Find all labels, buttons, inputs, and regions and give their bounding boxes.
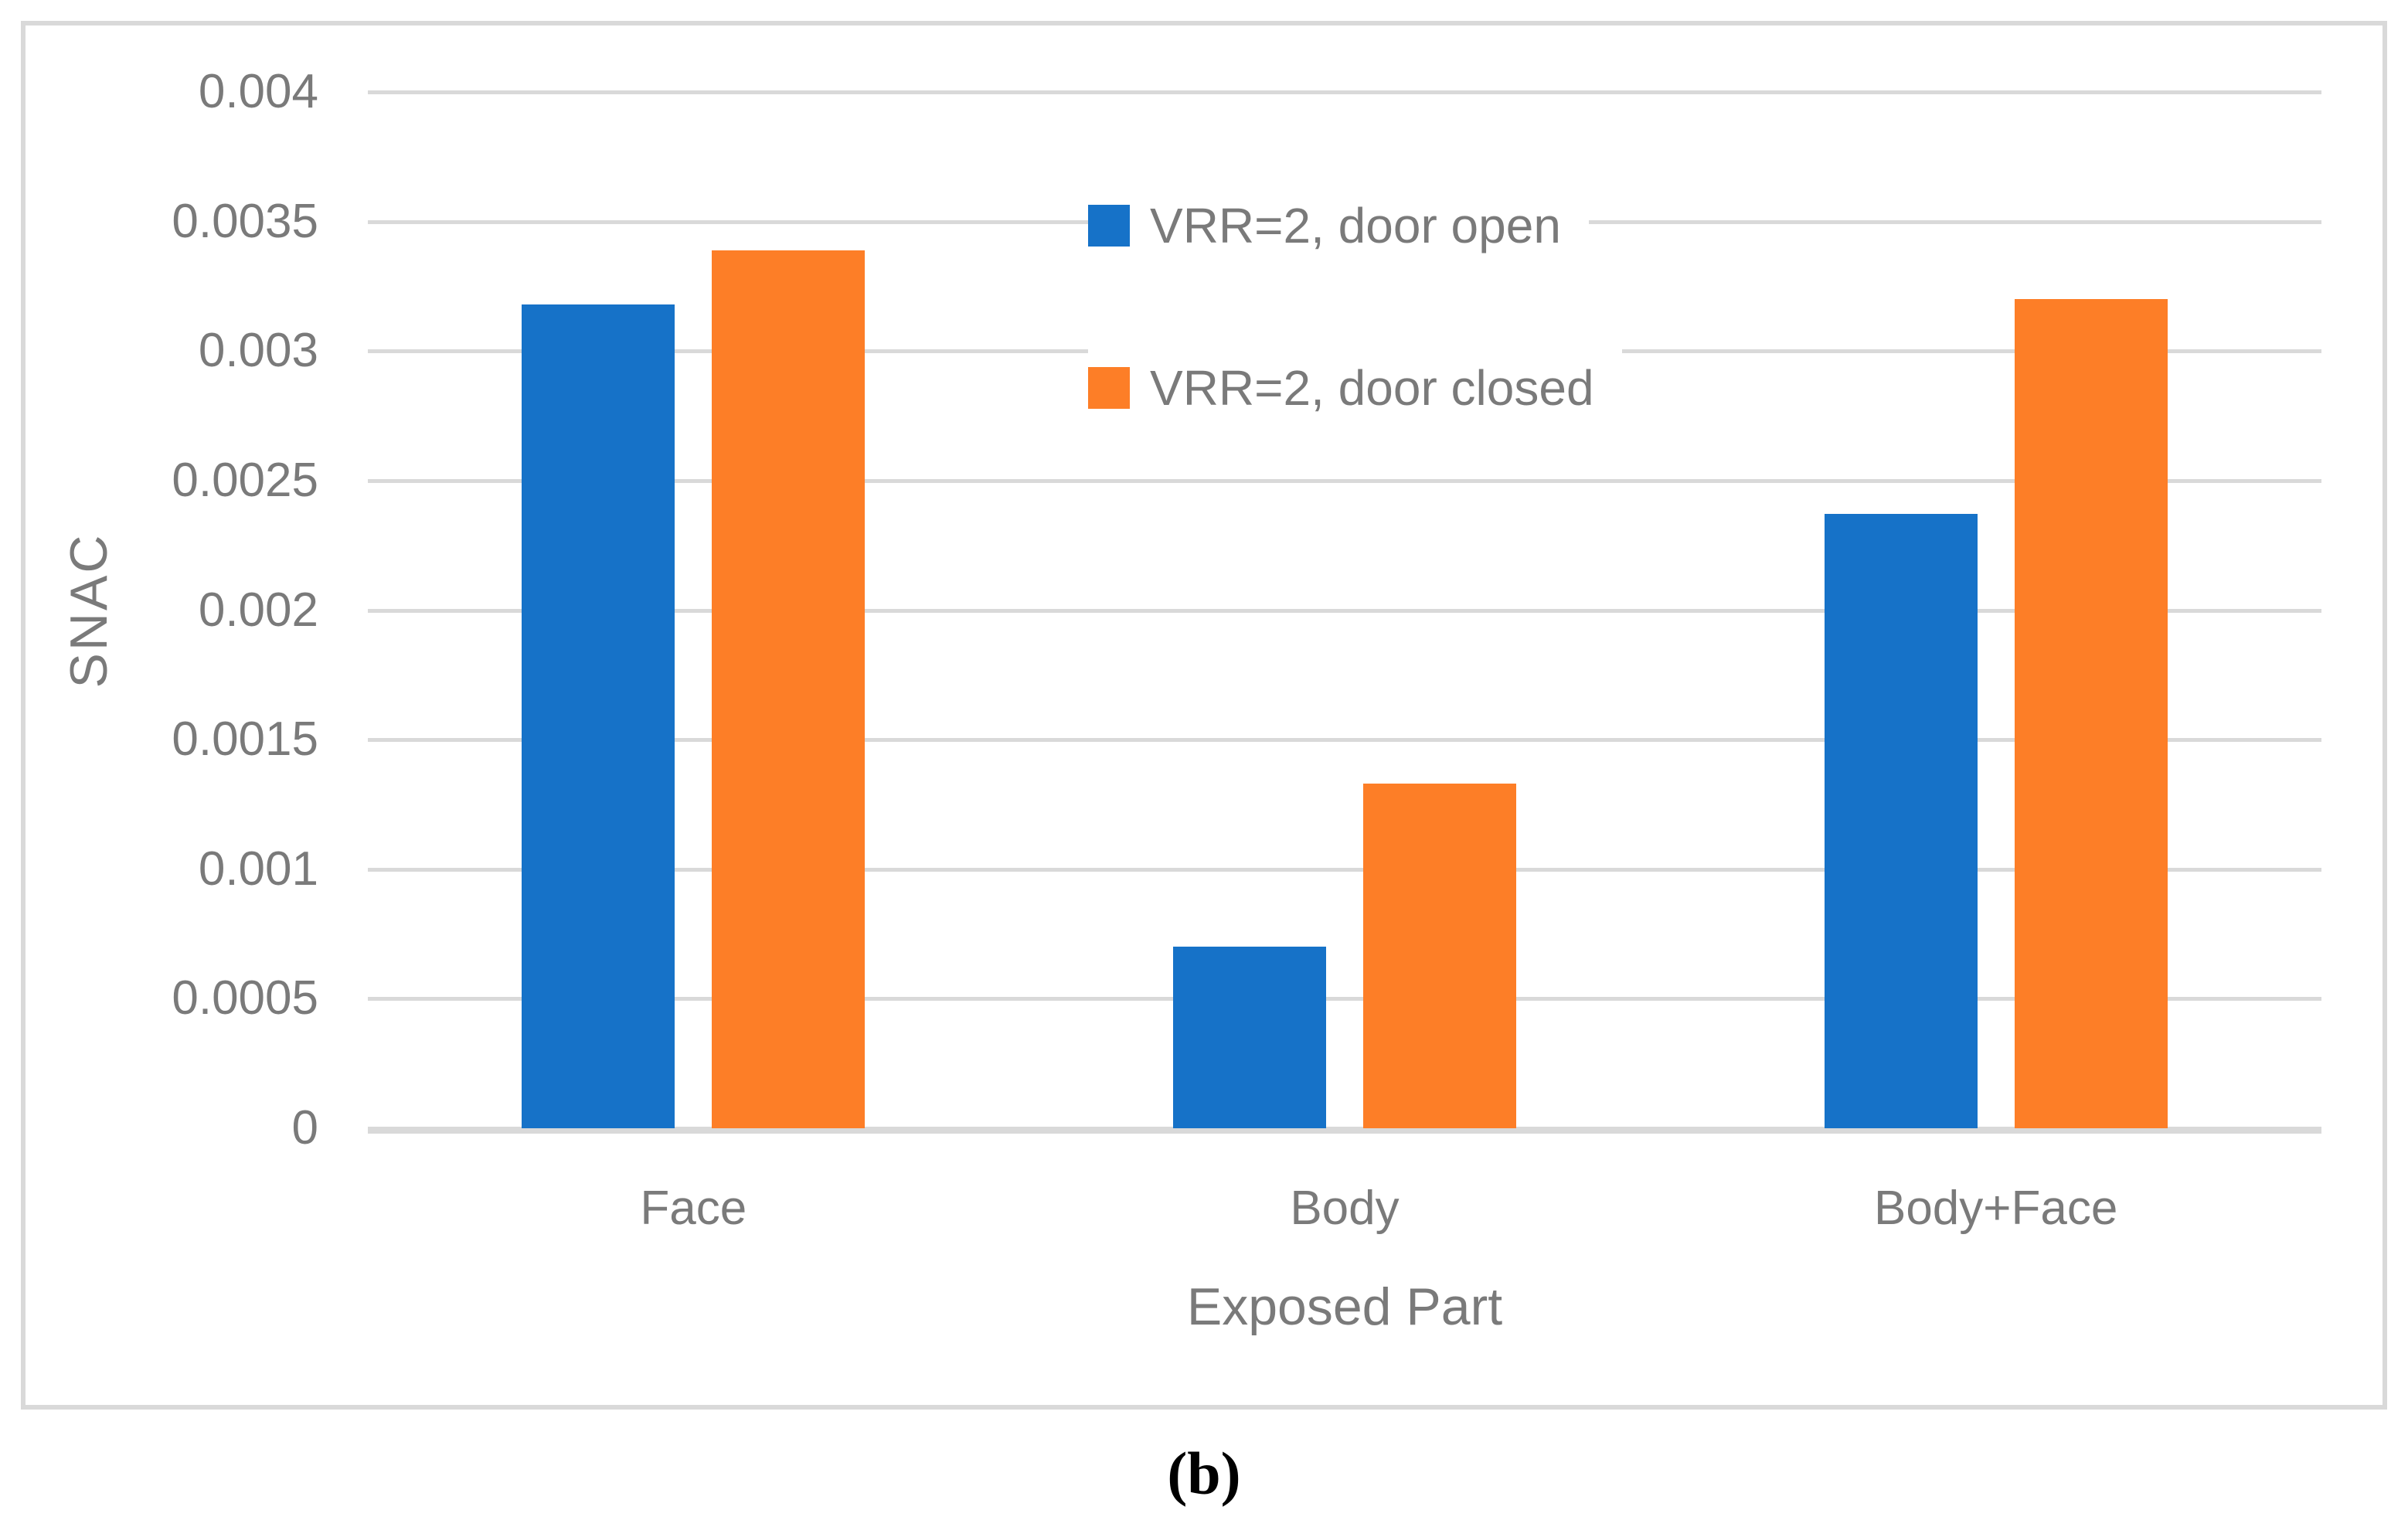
x-tick-label-body-face: Body+Face bbox=[1873, 1182, 2118, 1235]
bar-face-door-closed bbox=[712, 250, 866, 1128]
y-tick-label: 0.0025 bbox=[172, 453, 318, 507]
y-axis-title: SNAC bbox=[60, 532, 118, 689]
x-axis-line bbox=[368, 1127, 2321, 1134]
legend-entry-door-closed: VRR=2, door closed bbox=[1088, 342, 1622, 434]
x-tick-label-body: Body bbox=[1290, 1182, 1400, 1235]
y-tick-label: 0.004 bbox=[198, 65, 318, 118]
legend-label: VRR=2, door closed bbox=[1150, 360, 1594, 416]
gridline bbox=[368, 997, 2321, 1002]
figure-caption: (b) bbox=[1167, 1440, 1241, 1507]
y-tick-label: 0.0005 bbox=[172, 971, 318, 1025]
y-tick-label: 0.0015 bbox=[172, 712, 318, 767]
y-tick-label: 0.001 bbox=[198, 842, 318, 896]
gridline bbox=[368, 867, 2321, 872]
y-tick-label: 0 bbox=[291, 1101, 318, 1155]
bar-face-door-open bbox=[522, 304, 675, 1128]
bar-body-door-closed bbox=[1363, 784, 1516, 1128]
y-tick-label: 0.003 bbox=[198, 324, 318, 378]
y-tick-label: 0.0035 bbox=[172, 194, 318, 248]
bar-body-face-door-closed bbox=[2014, 299, 2168, 1128]
bar-body-face-door-open bbox=[1824, 514, 1978, 1128]
legend-label: VRR=2, door open bbox=[1150, 198, 1561, 253]
legend-swatch-icon bbox=[1088, 367, 1130, 409]
legend-entry-door-open: VRR=2, door open bbox=[1088, 179, 1589, 272]
gridline bbox=[368, 90, 2321, 94]
x-tick-label-face: Face bbox=[640, 1182, 747, 1235]
y-tick-label: 0.002 bbox=[198, 583, 318, 637]
gridline bbox=[368, 478, 2321, 483]
gridline bbox=[368, 608, 2321, 613]
bar-body-door-open bbox=[1173, 947, 1326, 1128]
x-axis-title: Exposed Part bbox=[1186, 1277, 1503, 1336]
gridline bbox=[368, 738, 2321, 743]
legend-swatch-icon bbox=[1088, 205, 1130, 247]
